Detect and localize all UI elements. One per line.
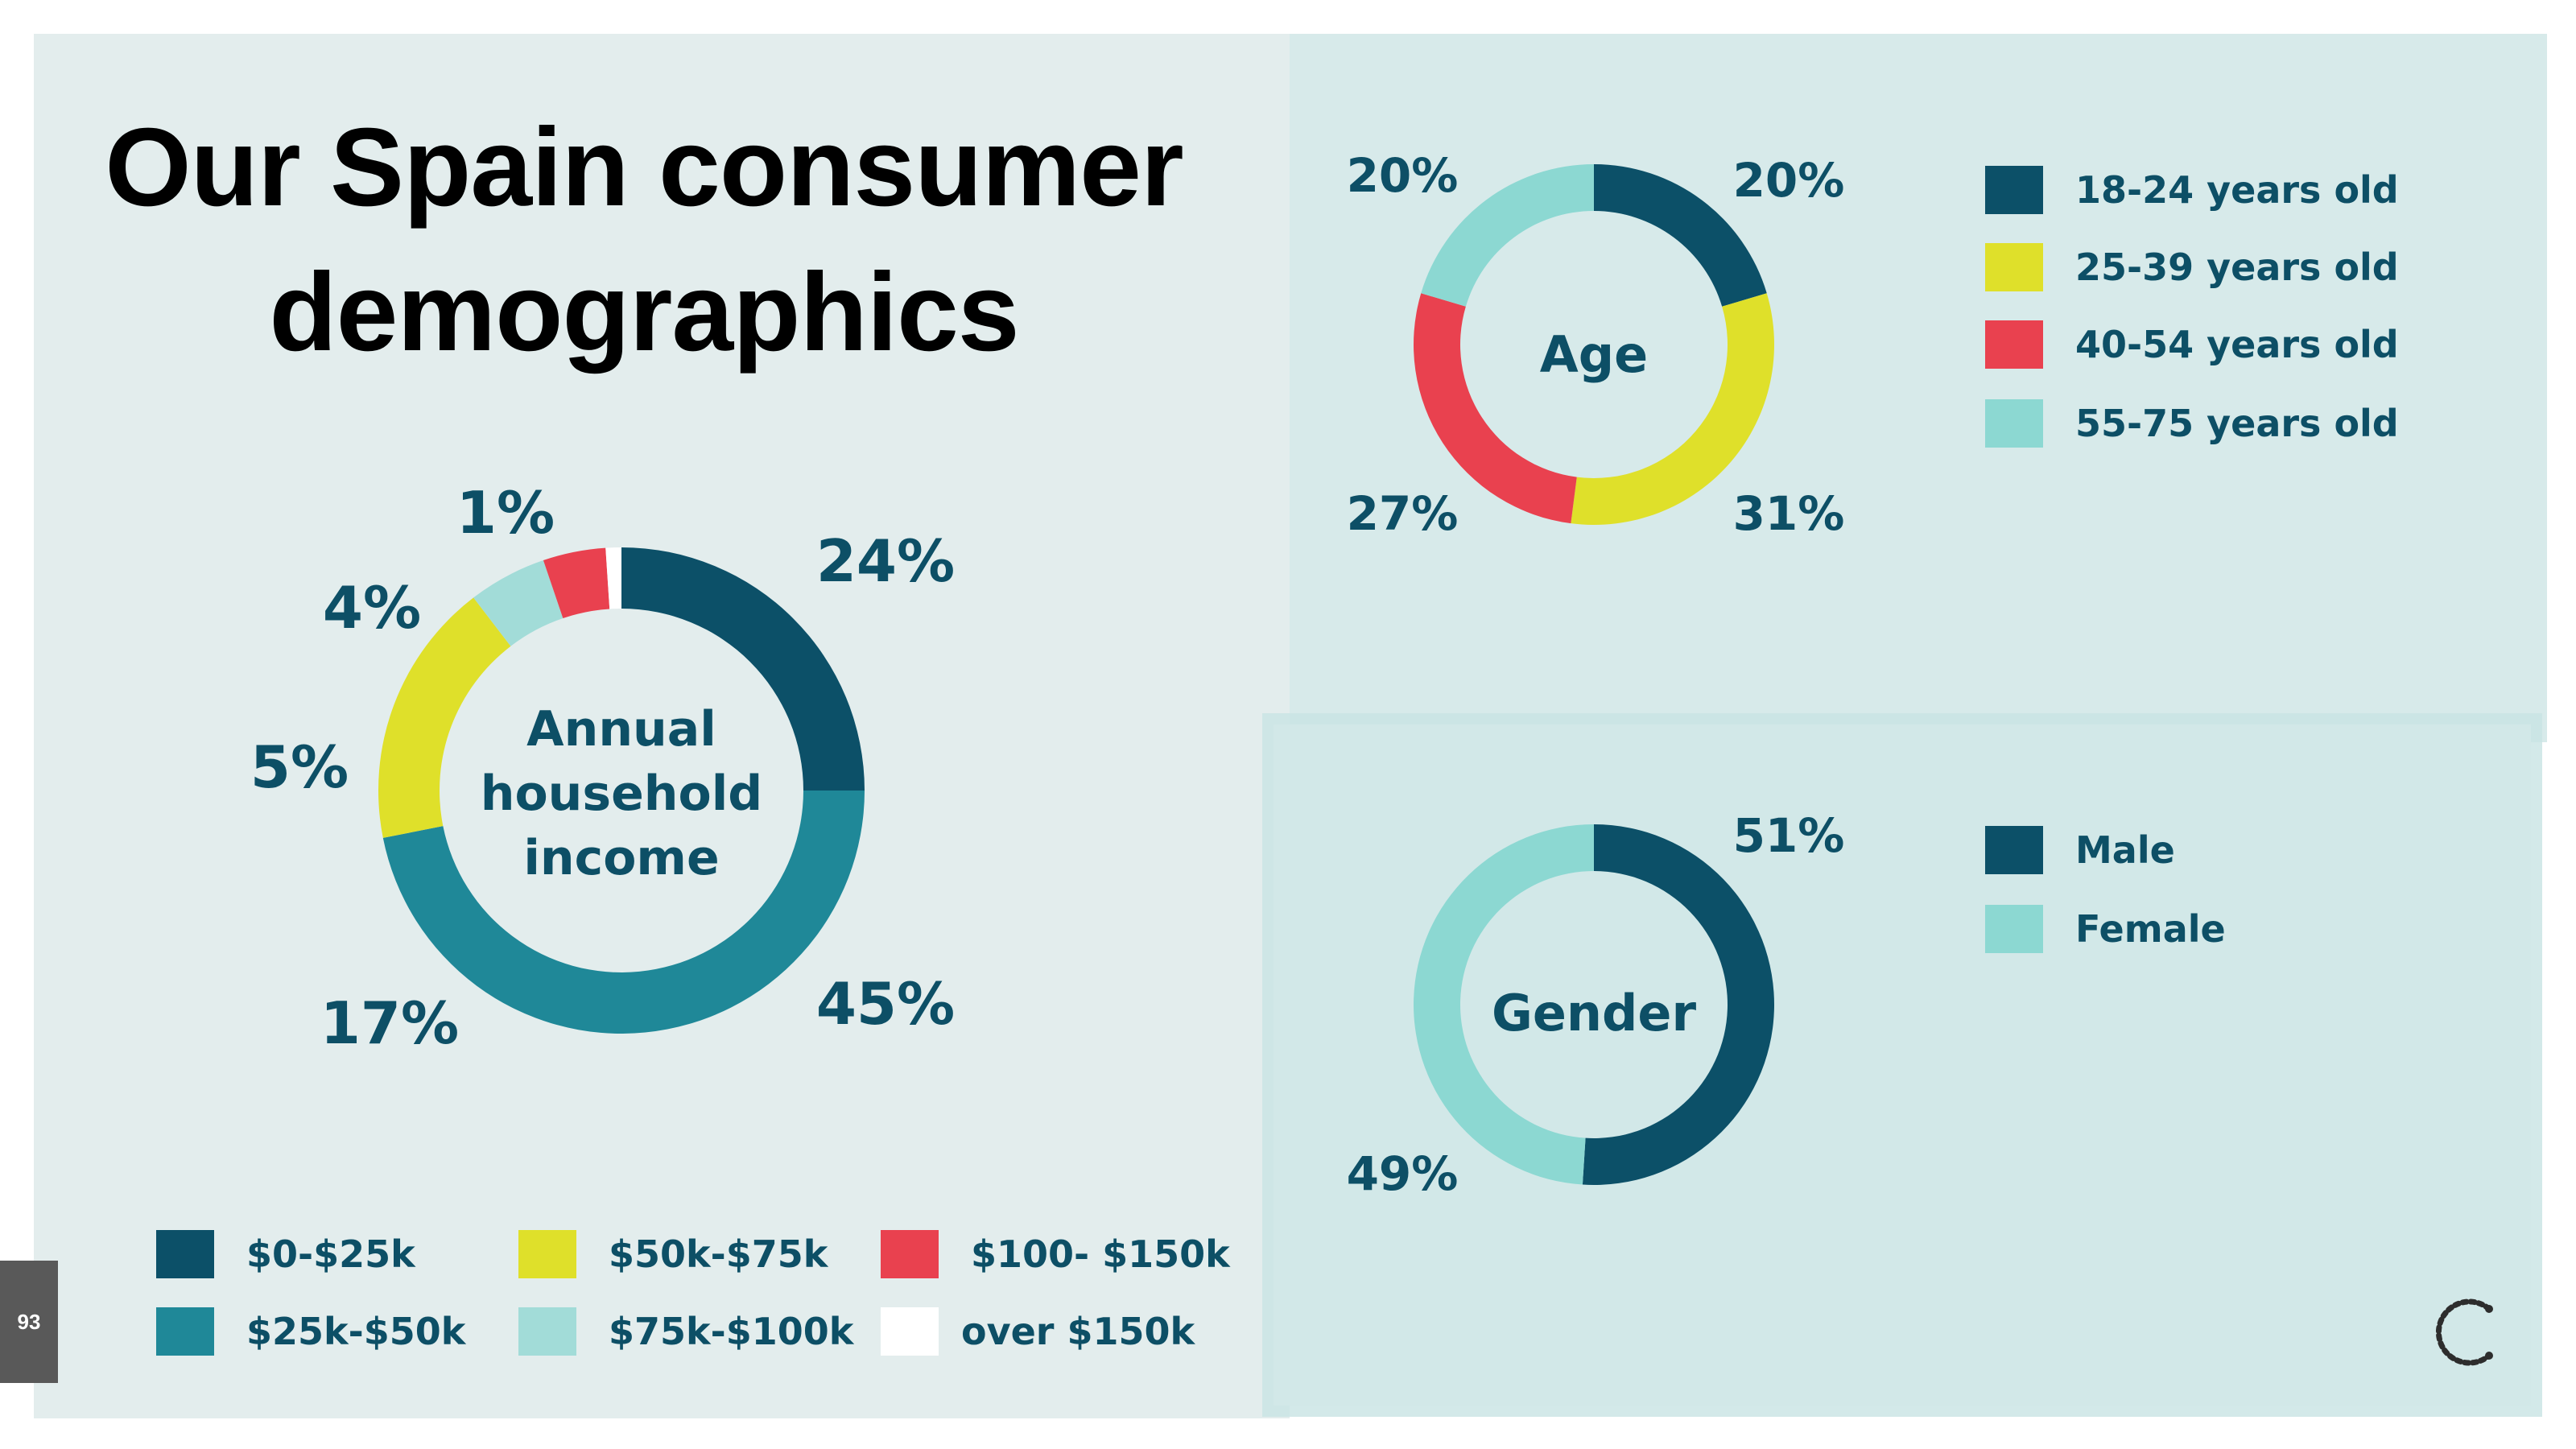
donut-slice-female xyxy=(1413,824,1594,1185)
legend-swatch xyxy=(1985,320,2043,369)
age-label-55-75: 20% xyxy=(1347,148,1459,203)
legend-label: Female xyxy=(2075,907,2226,951)
donut-slice-18-24-years-old xyxy=(1594,164,1767,307)
age-donut xyxy=(1414,164,1775,526)
donut-slice-55-75-years-old xyxy=(1421,164,1594,307)
income-label-25-50k: 45% xyxy=(816,970,955,1038)
gender-donut xyxy=(1413,824,1774,1185)
age-label-18-24: 20% xyxy=(1733,153,1845,208)
gender-panel xyxy=(1274,724,2531,1406)
legend-label: Male xyxy=(2075,828,2175,872)
legend-swatch xyxy=(881,1230,939,1278)
legend-swatch xyxy=(881,1307,939,1356)
legend-label: $75k-$100k xyxy=(609,1310,854,1353)
income-label-0-25k: 24% xyxy=(816,527,955,595)
income-label-100-150k: 4% xyxy=(323,574,421,642)
legend-swatch xyxy=(518,1230,576,1278)
legend-label: $100- $150k xyxy=(971,1232,1230,1276)
income-label-over-150k: 1% xyxy=(456,479,555,547)
age-panel xyxy=(1290,34,2547,742)
donut-slice--0-25k xyxy=(621,547,865,791)
age-legend-item: 55-75 years old xyxy=(1985,399,2399,448)
legend-swatch xyxy=(1985,243,2043,291)
left-panel xyxy=(34,34,1290,1418)
donut-slice--50k-75k xyxy=(378,597,511,838)
income-legend-item: $100- $150k xyxy=(881,1230,1230,1278)
legend-swatch xyxy=(518,1307,576,1356)
income-legend-item: $25k-$50k xyxy=(156,1307,465,1356)
donut-slice-male xyxy=(1582,824,1774,1185)
gender-legend-item: Male xyxy=(1985,826,2175,874)
legend-swatch xyxy=(156,1307,214,1356)
brand-logo-icon xyxy=(2435,1298,2493,1366)
legend-swatch xyxy=(1985,166,2043,214)
income-donut xyxy=(378,547,865,1034)
age-legend-item: 40-54 years old xyxy=(1985,320,2399,369)
age-label-25-39: 31% xyxy=(1733,486,1845,541)
gender-label-female: 49% xyxy=(1347,1146,1459,1201)
income-legend-item: $75k-$100k xyxy=(518,1307,853,1356)
page-title: Our Spain consumer demographics xyxy=(48,95,1240,385)
legend-label: $50k-$75k xyxy=(609,1232,828,1276)
page-number: 93 xyxy=(0,1261,58,1383)
legend-label: $25k-$50k xyxy=(246,1310,466,1353)
legend-label: 40-54 years old xyxy=(2075,323,2399,366)
age-center-label: Age xyxy=(1540,325,1648,384)
income-label-50-75k: 17% xyxy=(320,989,459,1057)
donut-slice-25-39-years-old xyxy=(1571,293,1775,526)
income-center-line-1: Annual xyxy=(526,701,716,758)
age-label-40-54: 27% xyxy=(1347,486,1459,541)
legend-label: 18-24 years old xyxy=(2075,168,2399,212)
age-legend-item: 25-39 years old xyxy=(1985,243,2399,291)
legend-label: over $150k xyxy=(961,1310,1195,1353)
donut-slice--100-150k xyxy=(543,547,610,618)
title-line-1: Our Spain consumer xyxy=(105,105,1183,229)
income-center-line-2: household xyxy=(481,766,763,822)
legend-label: 25-39 years old xyxy=(2075,246,2399,289)
legend-label: 55-75 years old xyxy=(2075,402,2399,445)
donut-slice-over-150k xyxy=(605,547,621,609)
legend-swatch xyxy=(1985,399,2043,448)
legend-swatch xyxy=(156,1230,214,1278)
donut-slice--25k-50k xyxy=(382,791,865,1034)
legend-swatch xyxy=(1985,826,2043,874)
legend-swatch xyxy=(1985,905,2043,953)
income-legend-item: $50k-$75k xyxy=(518,1230,828,1278)
legend-label: $0-$25k xyxy=(246,1232,415,1276)
title-line-2: demographics xyxy=(269,250,1019,374)
donut-slice-40-54-years-old xyxy=(1414,293,1577,524)
gender-label-male: 51% xyxy=(1733,808,1845,863)
income-legend-item: over $150k xyxy=(881,1307,1195,1356)
gender-legend-item: Female xyxy=(1985,905,2226,953)
income-label-75-100k: 5% xyxy=(250,733,349,801)
income-legend-item: $0-$25k xyxy=(156,1230,415,1278)
age-legend-item: 18-24 years old xyxy=(1985,166,2399,214)
income-center-line-3: income xyxy=(523,830,719,886)
gender-center-label: Gender xyxy=(1492,984,1697,1042)
donut-slice--75k-100k xyxy=(473,560,564,646)
